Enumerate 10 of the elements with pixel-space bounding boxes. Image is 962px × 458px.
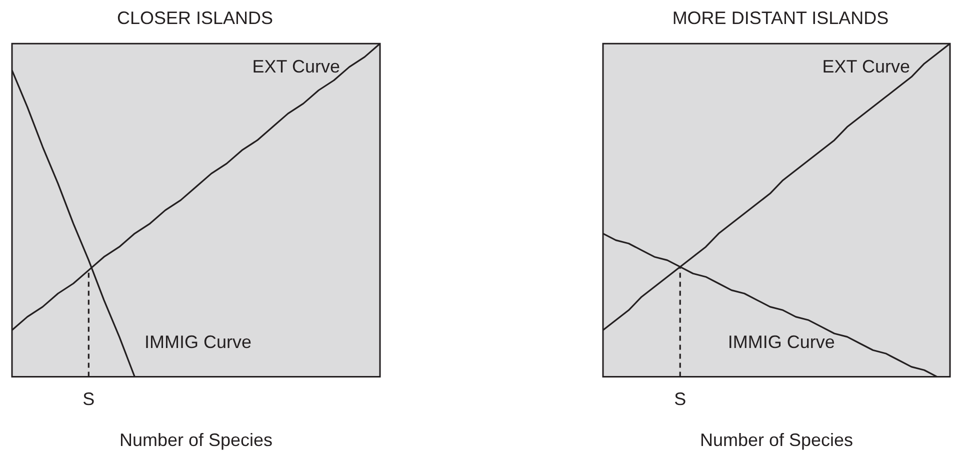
chart-title: MORE DISTANT ISLANDS [672,8,889,28]
series-label: IMMIG Curve [144,332,252,352]
series-label: EXT Curve [252,56,340,77]
chart-title: CLOSER ISLANDS [116,8,274,28]
series-label: EXT Curve [822,56,910,77]
text: S [674,388,686,409]
text: S [82,388,95,409]
x-axis-title: Number of Species [119,430,273,450]
series-label: IMMIG Curve [728,332,835,352]
x-axis-title: Number of Species [700,430,854,450]
